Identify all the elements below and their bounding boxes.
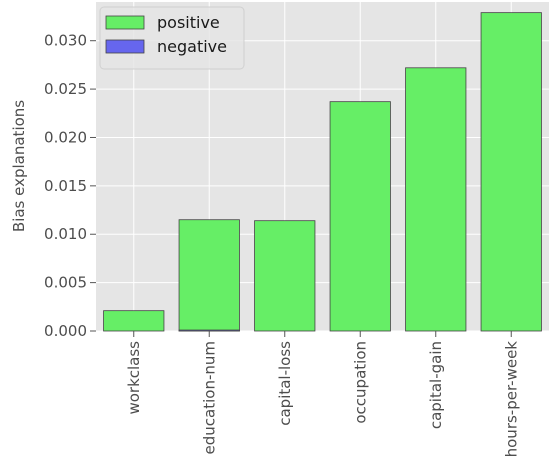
bar-positive-capital-gain <box>405 67 467 332</box>
x-axis-ticks: workclass education-num capital-loss occupa… <box>125 331 520 458</box>
x-tick-label: occupation <box>351 341 369 424</box>
x-tick-label: education-num <box>200 341 218 454</box>
legend-label-negative: negative <box>157 37 227 56</box>
bars-group <box>103 12 542 332</box>
bar-positive-education-num <box>178 219 240 332</box>
legend: positive negative <box>99 6 245 70</box>
y-tick-label: 0.005 <box>44 274 87 292</box>
y-tick-label: 0.020 <box>44 128 87 146</box>
bar-positive-workclass <box>103 310 165 332</box>
bar-positive-occupation <box>329 101 391 332</box>
y-tick-label: 0.000 <box>44 322 87 340</box>
bar-positive-capital-loss <box>254 220 316 332</box>
bar-negative-education-num <box>178 329 240 332</box>
y-tick-label: 0.010 <box>44 225 87 243</box>
y-axis-ticks: 0.000 0.005 0.010 0.015 0.020 0.025 0.030 <box>44 32 96 340</box>
x-tick-label: workclass <box>125 341 143 415</box>
y-tick-label: 0.025 <box>44 80 87 98</box>
x-tick-label: capital-gain <box>427 341 445 429</box>
x-tick-label: capital-loss <box>276 341 294 426</box>
bar-positive-hours-per-week <box>480 12 542 332</box>
y-tick-label: 0.030 <box>44 32 87 50</box>
x-tick-label: hours-per-week <box>502 341 520 458</box>
y-tick-label: 0.015 <box>44 177 87 195</box>
legend-swatch-negative <box>105 39 145 54</box>
legend-swatch-positive <box>105 15 145 30</box>
legend-label-positive: positive <box>157 13 220 32</box>
y-axis-label: Bias explanations <box>10 100 28 232</box>
